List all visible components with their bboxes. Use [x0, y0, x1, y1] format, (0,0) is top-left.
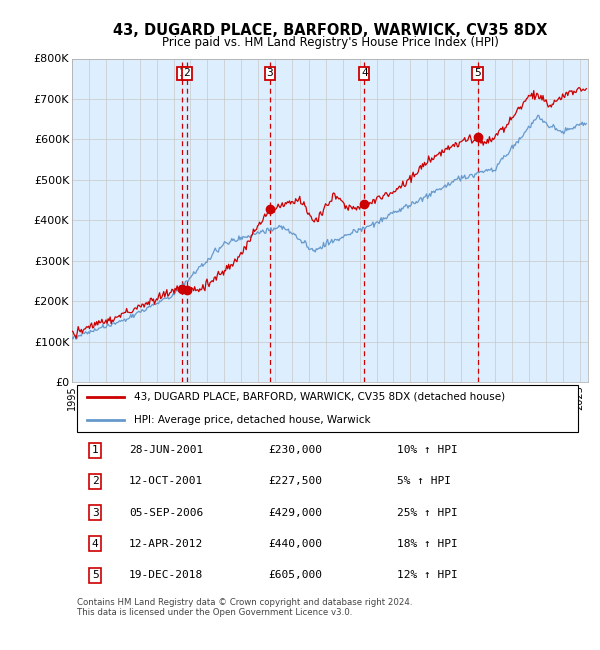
- Text: £429,000: £429,000: [268, 508, 322, 517]
- Text: HPI: Average price, detached house, Warwick: HPI: Average price, detached house, Warw…: [134, 415, 371, 426]
- Text: 3: 3: [266, 68, 273, 78]
- Text: £227,500: £227,500: [268, 476, 322, 486]
- Text: 43, DUGARD PLACE, BARFORD, WARWICK, CV35 8DX (detached house): 43, DUGARD PLACE, BARFORD, WARWICK, CV35…: [134, 391, 505, 402]
- Text: 18% ↑ HPI: 18% ↑ HPI: [397, 539, 458, 549]
- Text: £230,000: £230,000: [268, 445, 322, 455]
- Text: 05-SEP-2006: 05-SEP-2006: [129, 508, 203, 517]
- Text: 5: 5: [92, 570, 98, 580]
- Point: [120, 417, 127, 424]
- Text: 28-JUN-2001: 28-JUN-2001: [129, 445, 203, 455]
- Text: 12-APR-2012: 12-APR-2012: [129, 539, 203, 549]
- Text: 12-OCT-2001: 12-OCT-2001: [129, 476, 203, 486]
- Text: £440,000: £440,000: [268, 539, 322, 549]
- Text: 12% ↑ HPI: 12% ↑ HPI: [397, 570, 458, 580]
- Text: Contains HM Land Registry data © Crown copyright and database right 2024.
This d: Contains HM Land Registry data © Crown c…: [77, 597, 413, 617]
- Text: 5% ↑ HPI: 5% ↑ HPI: [397, 476, 451, 486]
- Text: Price paid vs. HM Land Registry's House Price Index (HPI): Price paid vs. HM Land Registry's House …: [161, 36, 499, 49]
- Text: 4: 4: [92, 539, 98, 549]
- Text: 4: 4: [361, 68, 368, 78]
- Text: 2: 2: [92, 476, 98, 486]
- Text: 2: 2: [184, 68, 190, 78]
- Text: 3: 3: [92, 508, 98, 517]
- Text: 19-DEC-2018: 19-DEC-2018: [129, 570, 203, 580]
- Text: 1: 1: [92, 445, 98, 455]
- Text: 25% ↑ HPI: 25% ↑ HPI: [397, 508, 458, 517]
- Text: £605,000: £605,000: [268, 570, 322, 580]
- Text: 43, DUGARD PLACE, BARFORD, WARWICK, CV35 8DX: 43, DUGARD PLACE, BARFORD, WARWICK, CV35…: [113, 23, 547, 38]
- Text: 1: 1: [178, 68, 185, 78]
- Point: [120, 393, 127, 400]
- Point: [84, 393, 91, 400]
- Text: 5: 5: [474, 68, 481, 78]
- Text: 10% ↑ HPI: 10% ↑ HPI: [397, 445, 458, 455]
- Point: [84, 417, 91, 424]
